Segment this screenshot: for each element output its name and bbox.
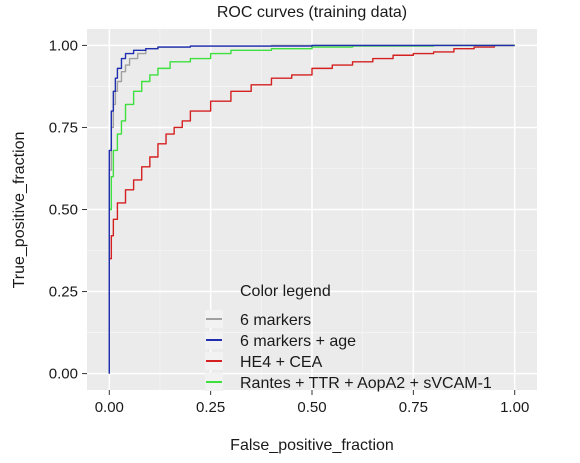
x-axis-title: False_positive_fraction — [230, 437, 394, 454]
y-tick-label: 0.75 — [49, 119, 78, 136]
x-axis-ticks: 0.00 0.25 0.50 0.75 1.00 — [95, 390, 529, 416]
x-tick-label: 0.75 — [399, 399, 428, 416]
y-tick-label: 0.50 — [49, 202, 78, 219]
legend-title: Color legend — [240, 283, 331, 300]
y-axis-ticks: 0.00 0.25 0.50 0.75 1.00 — [49, 37, 87, 383]
series-line-2 — [108, 44, 515, 374]
legend-label: Rantes + TTR + AopA2 + sVCAM-1 — [240, 375, 492, 392]
y-tick-label: 1.00 — [49, 37, 78, 54]
legend-label: HE4 + CEA — [240, 354, 323, 371]
legend-label: 6 markers + age — [240, 333, 356, 350]
chart-title: ROC curves (training data) — [217, 4, 407, 21]
series-line-1 — [108, 44, 515, 374]
grid — [87, 29, 537, 390]
series-line-3 — [108, 44, 515, 374]
x-tick-label: 0.50 — [297, 399, 326, 416]
y-tick-label: 0.00 — [49, 366, 78, 383]
y-axis-title: True_positive_fraction — [11, 132, 28, 289]
y-tick-label: 0.25 — [49, 284, 78, 301]
legend: Color legend 6 markers 6 markers + age HE4… — [205, 283, 492, 392]
x-tick-label: 0.00 — [95, 399, 124, 416]
series-layer — [108, 44, 515, 374]
legend-label: 6 markers — [240, 312, 311, 329]
x-tick-label: 1.00 — [500, 399, 529, 416]
x-tick-label: 0.25 — [196, 399, 225, 416]
